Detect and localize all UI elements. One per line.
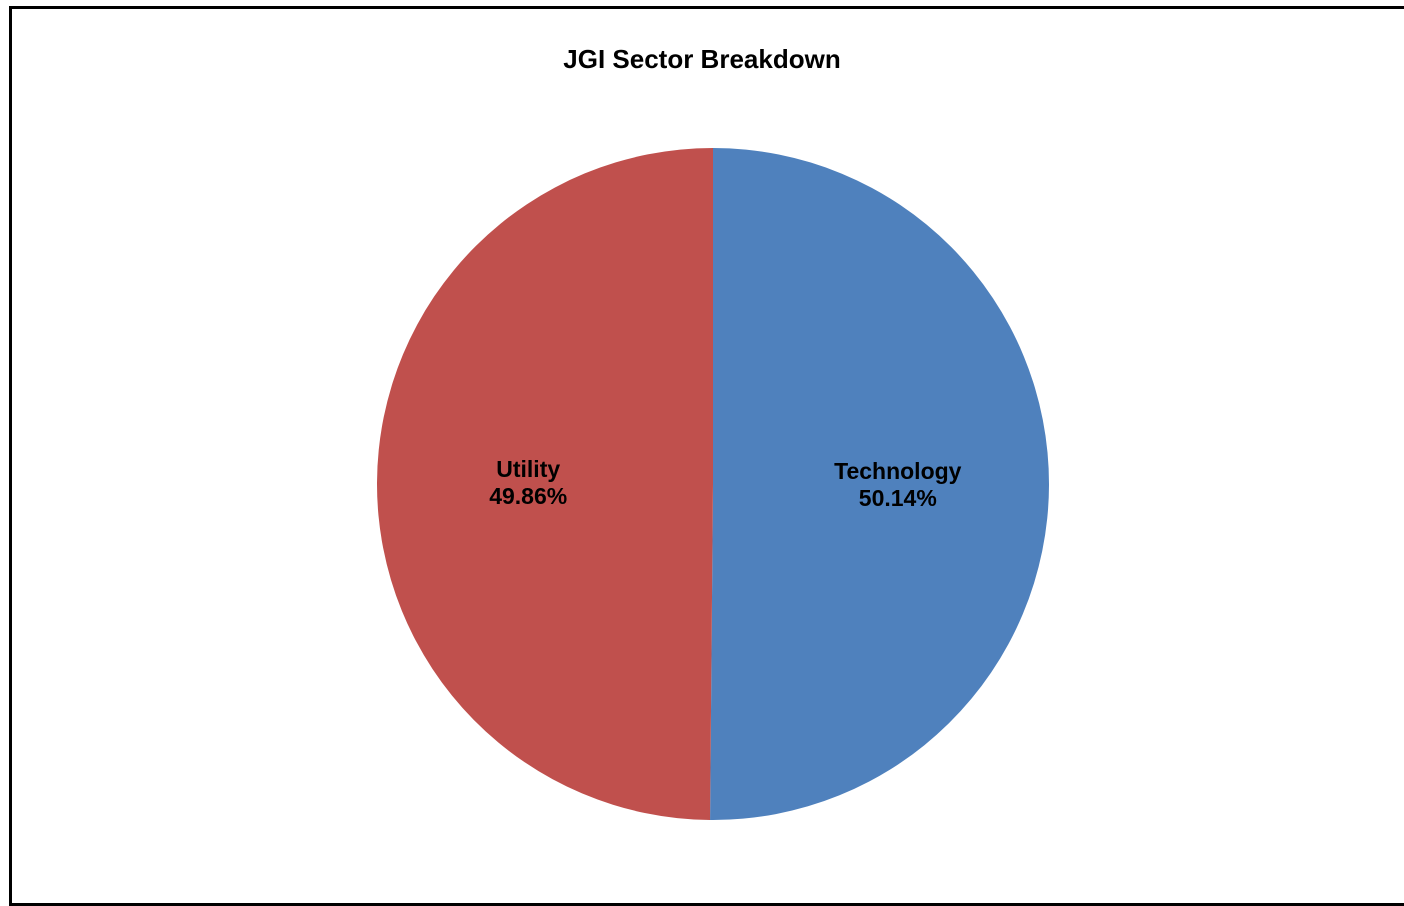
pie-slice-technology <box>710 148 1049 820</box>
slice-value-utility: 49.86% <box>489 483 567 509</box>
pie-slice-utility <box>376 148 713 820</box>
slice-label-technology: Technology <box>834 458 962 484</box>
chart-title: JGI Sector Breakdown <box>563 44 841 74</box>
slice-label-utility: Utility <box>496 456 560 482</box>
pie-slices <box>376 148 1049 820</box>
slice-value-technology: 50.14% <box>859 485 937 511</box>
